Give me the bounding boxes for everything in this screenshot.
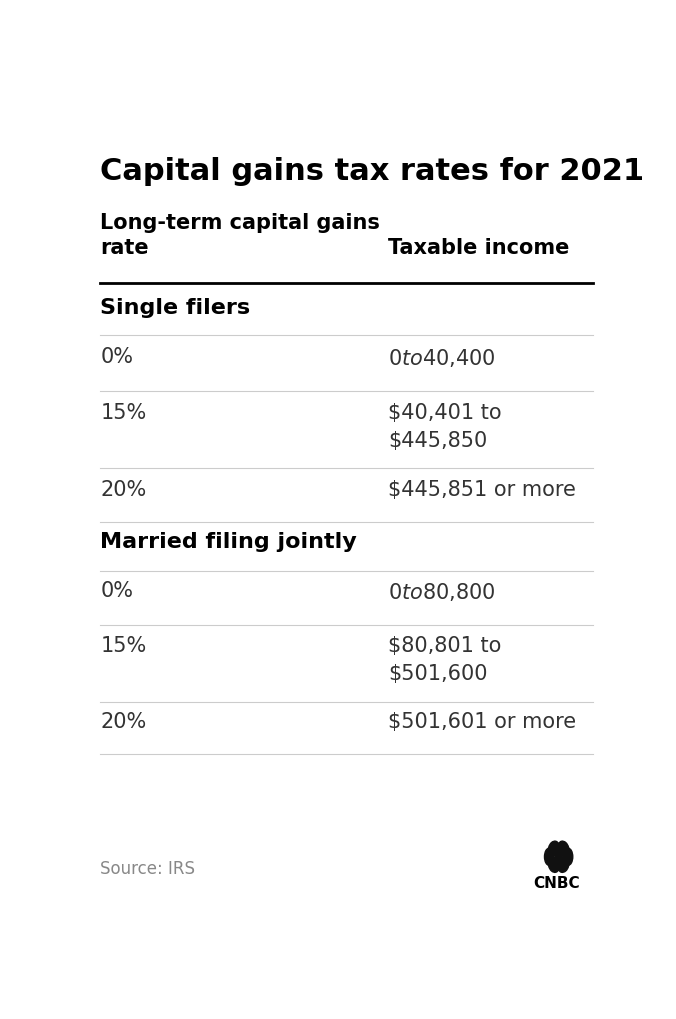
Ellipse shape: [558, 842, 569, 856]
Text: 0%: 0%: [100, 581, 133, 601]
Text: $0 to $40,400: $0 to $40,400: [388, 346, 496, 369]
Text: 0%: 0%: [100, 346, 133, 367]
Text: $80,801 to
$501,600: $80,801 to $501,600: [388, 636, 502, 684]
Ellipse shape: [563, 848, 573, 865]
Text: $0 to $80,800: $0 to $80,800: [388, 581, 496, 602]
Text: Married filing jointly: Married filing jointly: [100, 532, 357, 551]
Text: Long-term capital gains
rate: Long-term capital gains rate: [100, 213, 380, 258]
Text: Single filers: Single filers: [100, 298, 250, 318]
Text: $501,601 or more: $501,601 or more: [388, 711, 577, 732]
Text: Source: IRS: Source: IRS: [100, 859, 195, 877]
Text: CNBC: CNBC: [533, 875, 579, 890]
Text: 20%: 20%: [100, 479, 147, 499]
Text: 20%: 20%: [100, 711, 147, 732]
Text: Taxable income: Taxable income: [388, 237, 570, 258]
Ellipse shape: [548, 858, 560, 872]
Ellipse shape: [558, 858, 569, 872]
Text: 15%: 15%: [100, 404, 147, 423]
Text: Capital gains tax rates for 2021: Capital gains tax rates for 2021: [100, 157, 644, 185]
Text: $40,401 to
$445,850: $40,401 to $445,850: [388, 404, 502, 451]
Text: $445,851 or more: $445,851 or more: [388, 479, 576, 499]
Ellipse shape: [548, 842, 560, 856]
Text: 15%: 15%: [100, 636, 147, 655]
Circle shape: [555, 852, 562, 862]
Ellipse shape: [544, 848, 554, 865]
